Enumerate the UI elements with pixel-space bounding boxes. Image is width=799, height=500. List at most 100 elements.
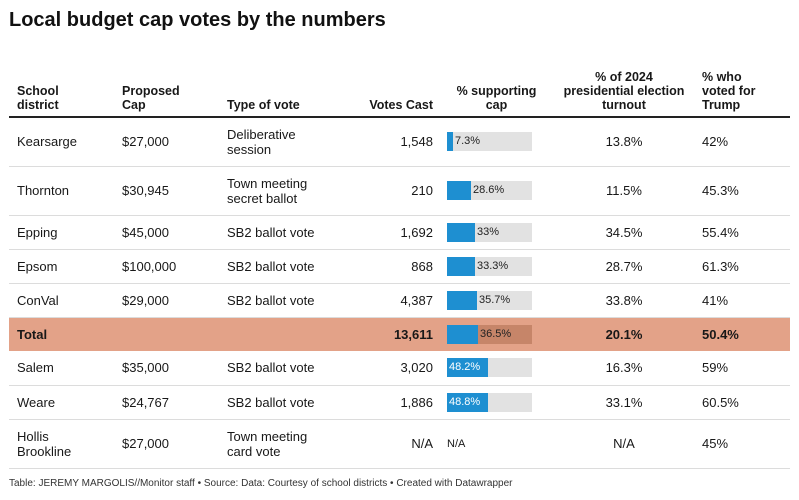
header-district[interactable]: School district (9, 70, 114, 118)
cell-district: Epsom (9, 249, 114, 284)
bar-fill (447, 290, 477, 310)
cell-turnout: 11.5% (546, 166, 694, 216)
cell-proposed-cap: $24,767 (114, 385, 219, 420)
cell-percent-supporting: 7.3% (439, 117, 546, 167)
cell-district: Kearsarge (9, 117, 114, 167)
cell-proposed-cap: $45,000 (114, 215, 219, 250)
cell-votes-cast: 1,548 (344, 117, 439, 167)
total-row: Total 13,611 36.5% 20.1% 50.4% (9, 317, 790, 351)
bar-track: 35.7% (447, 290, 532, 310)
cell-turnout: 33.8% (546, 283, 694, 318)
cell-type-of-vote: Town meeting card vote (219, 419, 344, 469)
cell-trump: 61.3% (694, 249, 790, 284)
chart-title: Local budget cap votes by the numbers (9, 9, 386, 31)
header-row: School district Proposed Cap Type of vote … (9, 70, 790, 118)
cell-turnout: 13.8% (546, 117, 694, 167)
bar-track: 48.2% (447, 358, 532, 378)
bar-value-label: 35.7% (479, 293, 511, 306)
cell-votes-cast: 1,886 (344, 385, 439, 420)
table-row: ConVal $29,000 SB2 ballot vote 4,387 35.7% 33… (9, 283, 790, 318)
header-proposed-cap[interactable]: Proposed Cap (114, 70, 219, 118)
bar-value-label: 33.3% (477, 259, 509, 272)
bar-fill (447, 324, 478, 344)
cell-votes-cast: 210 (344, 166, 439, 216)
cell-votes-cast: 3,020 (344, 351, 439, 386)
cell-turnout: 33.1% (546, 385, 694, 420)
header-type-of-vote[interactable]: Type of vote (219, 70, 344, 118)
header-trump[interactable]: % who voted for Trump (694, 70, 790, 118)
cell-proposed-cap: $30,945 (114, 166, 219, 216)
cell-district: Thornton (9, 166, 114, 216)
budget-table: School district Proposed Cap Type of vote … (9, 70, 790, 469)
cell-proposed-cap: $27,000 (114, 419, 219, 469)
cell-type-of-vote: SB2 ballot vote (219, 283, 344, 318)
footer-credits: Table: JEREMY MARGOLIS//Monitor staff • … (9, 478, 513, 489)
cell-votes-cast: 868 (344, 249, 439, 284)
cell-percent-supporting: N/A (439, 419, 546, 469)
cell-type-of-vote: Deliberative session (219, 117, 344, 167)
cell-votes-cast: N/A (344, 419, 439, 469)
cell-percent-supporting: 28.6% (439, 166, 546, 216)
cell-turnout: 28.7% (546, 249, 694, 284)
table-row: Epping $45,000 SB2 ballot vote 1,692 33% 34.5… (9, 215, 790, 250)
cell-percent-supporting: 33% (439, 215, 546, 250)
cell-proposed-cap: $29,000 (114, 283, 219, 318)
cell-type-of-vote (219, 317, 344, 351)
cell-turnout: N/A (546, 419, 694, 469)
cell-type-of-vote: Town meeting secret ballot (219, 166, 344, 216)
table-row: Epsom $100,000 SB2 ballot vote 868 33.3% 28.7… (9, 249, 790, 284)
cell-trump: 55.4% (694, 215, 790, 250)
bar-value-label: 36.5% (480, 327, 512, 340)
table-body: Kearsarge $27,000 Deliberative session 1,548… (9, 117, 790, 469)
table-row: Kearsarge $27,000 Deliberative session 1,548… (9, 117, 790, 167)
cell-district: Total (9, 317, 114, 351)
bar-value-label: 33% (477, 225, 500, 238)
cell-trump: 59% (694, 351, 790, 386)
cell-trump: 50.4% (694, 317, 790, 351)
cell-votes-cast: 1,692 (344, 215, 439, 250)
header-percent-supporting[interactable]: % supporting cap (439, 70, 546, 118)
bar-fill (447, 181, 471, 200)
cell-percent-supporting: 48.8% (439, 385, 546, 420)
table-row: Hollis Brookline $27,000 Town meeting card v… (9, 419, 790, 469)
bar-fill (447, 132, 453, 152)
bar-value-label: 28.6% (473, 184, 505, 196)
bar-track: 48.8% (447, 392, 532, 412)
cell-percent-supporting: 48.2% (439, 351, 546, 386)
cell-trump: 45% (694, 419, 790, 469)
table-row: Salem $35,000 SB2 ballot vote 3,020 48.2% 16.… (9, 351, 790, 386)
cell-percent-supporting: 33.3% (439, 249, 546, 284)
cell-trump: 42% (694, 117, 790, 167)
bar-track: 28.6% (447, 181, 532, 200)
header-turnout[interactable]: % of 2024 presidential election turnout (546, 70, 694, 118)
cell-proposed-cap: $100,000 (114, 249, 219, 284)
cell-turnout: 34.5% (546, 215, 694, 250)
cell-proposed-cap: $35,000 (114, 351, 219, 386)
cell-district: Salem (9, 351, 114, 386)
cell-district: ConVal (9, 283, 114, 318)
bar-fill (447, 256, 475, 276)
cell-trump: 45.3% (694, 166, 790, 216)
bar-track: 7.3% (447, 132, 532, 152)
cell-type-of-vote: SB2 ballot vote (219, 385, 344, 420)
cell-type-of-vote: SB2 ballot vote (219, 215, 344, 250)
cell-district: Weare (9, 385, 114, 420)
bar-value-label: 7.3% (455, 135, 481, 148)
header-votes-cast[interactable]: Votes Cast (344, 70, 439, 118)
bar-track: 33% (447, 222, 532, 242)
table-row: Weare $24,767 SB2 ballot vote 1,886 48.8% 33.… (9, 385, 790, 420)
cell-percent-supporting: 36.5% (439, 317, 546, 351)
cell-proposed-cap (114, 317, 219, 351)
table-row: Thornton $30,945 Town meeting secret ballot… (9, 166, 790, 216)
cell-type-of-vote: SB2 ballot vote (219, 351, 344, 386)
cell-district: Epping (9, 215, 114, 250)
bar-track: 33.3% (447, 256, 532, 276)
cell-votes-cast: 13,611 (344, 317, 439, 351)
bar-fill (447, 392, 488, 412)
cell-percent-supporting: 35.7% (439, 283, 546, 318)
bar-value-label: 48.2% (449, 361, 481, 374)
cell-proposed-cap: $27,000 (114, 117, 219, 167)
cell-votes-cast: 4,387 (344, 283, 439, 318)
cell-district: Hollis Brookline (9, 419, 114, 469)
cell-trump: 41% (694, 283, 790, 318)
